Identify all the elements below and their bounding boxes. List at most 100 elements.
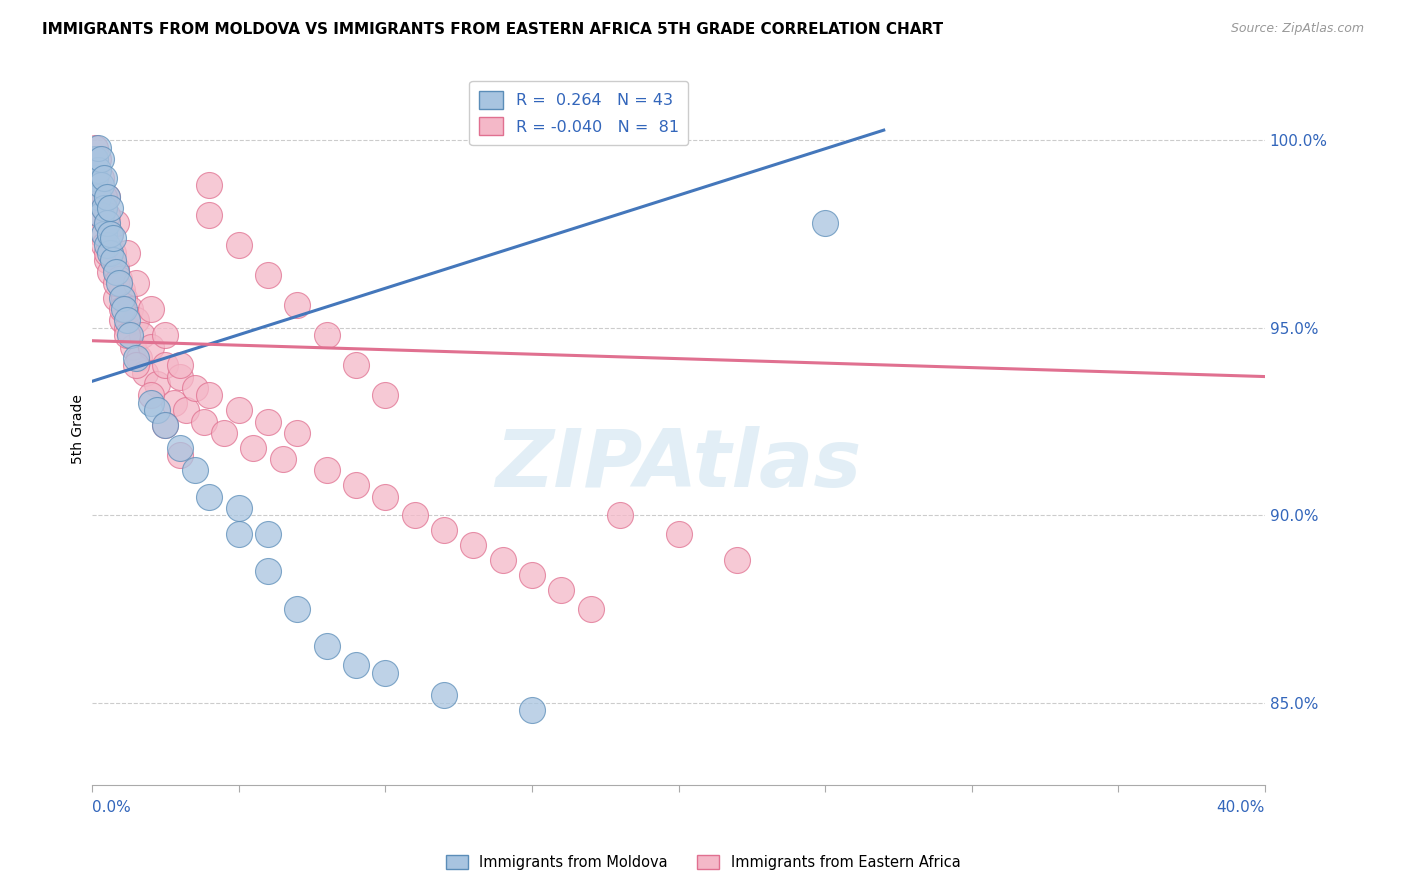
Point [87,178,110,193]
Point [169,359,191,373]
Point [155,418,177,433]
Point [84,163,107,178]
Point [139,388,162,402]
Point [155,328,177,343]
Point [315,640,337,654]
Point [93,170,115,185]
Point [93,201,115,215]
Point [174,403,197,417]
Point [98,227,121,241]
Point [315,328,337,343]
Point [87,141,110,155]
Point [98,227,121,241]
Point [344,478,367,492]
Point [117,246,139,260]
Point [374,665,396,680]
Point [104,291,127,305]
Point [155,418,177,433]
Point [271,452,294,467]
Point [93,189,115,203]
Point [84,152,107,166]
Point [491,553,513,567]
Point [101,253,124,268]
Point [110,313,132,327]
Point [96,189,118,203]
Point [101,246,124,260]
Point [90,227,112,241]
Point [96,189,118,203]
Point [120,328,142,343]
Point [114,302,136,317]
Point [104,260,127,275]
Point [125,313,148,327]
Point [228,500,250,515]
Point [212,425,235,440]
Point [96,208,118,222]
Point [374,490,396,504]
Point [184,381,207,395]
Point [520,703,543,717]
Point [287,298,309,312]
Point [90,170,112,185]
Point [579,602,602,616]
Point [90,178,112,193]
Point [125,351,148,365]
Point [87,163,110,178]
Point [550,583,572,598]
Point [463,538,485,552]
Point [134,366,156,380]
Point [404,508,426,523]
Text: Source: ZipAtlas.com: Source: ZipAtlas.com [1230,22,1364,36]
Point [609,508,631,523]
Point [725,553,748,567]
Text: 0.0%: 0.0% [93,800,131,815]
Point [110,284,132,298]
Point [98,246,121,260]
Point [96,216,118,230]
Point [139,302,162,317]
Point [96,238,118,252]
Point [198,208,221,222]
Point [90,208,112,222]
Point [117,328,139,343]
Point [184,463,207,477]
Point [117,321,139,335]
Text: ZIPAtlas: ZIPAtlas [495,425,862,504]
Point [90,189,112,203]
Point [344,658,367,673]
Point [128,351,150,365]
Point [163,396,186,410]
Point [93,238,115,252]
Point [96,246,118,260]
Point [198,388,221,402]
Point [107,276,129,290]
Point [104,265,127,279]
Point [101,231,124,245]
Point [93,201,115,215]
Point [198,490,221,504]
Point [228,403,250,417]
Point [433,688,456,702]
Point [114,291,136,305]
Point [125,359,148,373]
Point [84,170,107,185]
Point [228,238,250,252]
Point [122,340,145,354]
Point [169,369,191,384]
Point [104,216,127,230]
Point [110,302,132,317]
Point [87,189,110,203]
Point [433,523,456,537]
Point [110,291,132,305]
Point [84,141,107,155]
Point [257,268,280,283]
Point [131,328,153,343]
Point [668,527,690,541]
Point [344,359,367,373]
Legend: R =  0.264   N = 43, R = -0.040   N =  81: R = 0.264 N = 43, R = -0.040 N = 81 [470,81,689,145]
Point [120,302,142,317]
Point [257,415,280,429]
Y-axis label: 5th Grade: 5th Grade [72,394,86,464]
Point [104,276,127,290]
Point [125,276,148,290]
